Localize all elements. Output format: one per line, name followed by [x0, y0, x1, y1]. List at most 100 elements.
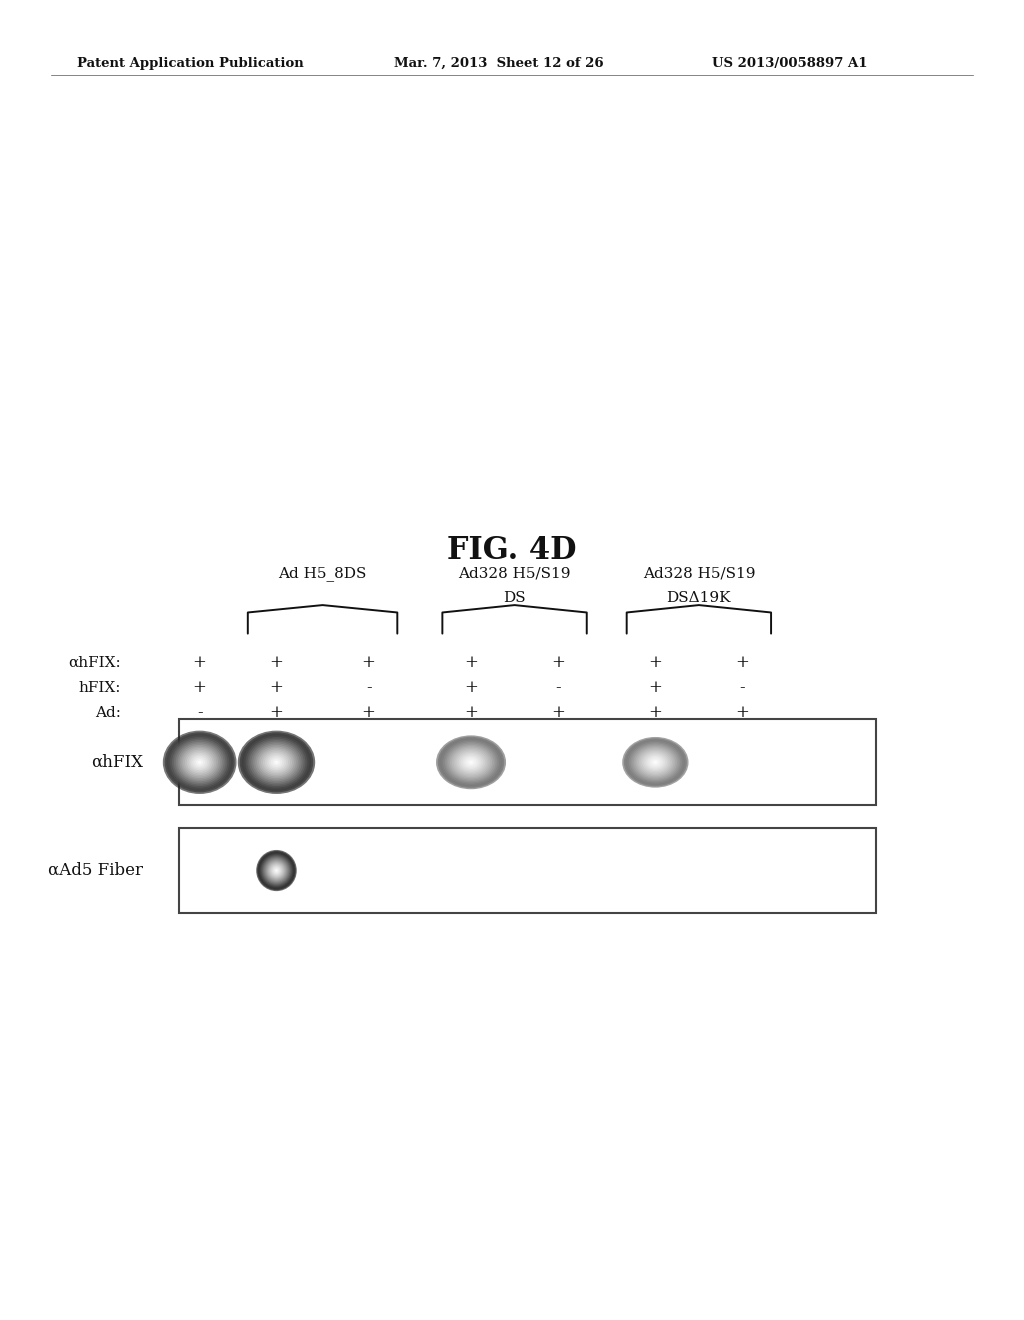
Ellipse shape — [450, 746, 493, 779]
Text: -: - — [197, 705, 203, 721]
Text: Ad H5_8DS: Ad H5_8DS — [279, 566, 367, 581]
Ellipse shape — [257, 851, 296, 890]
Ellipse shape — [443, 741, 499, 784]
Ellipse shape — [198, 760, 202, 764]
Text: -: - — [555, 680, 561, 696]
Ellipse shape — [242, 734, 311, 791]
Ellipse shape — [449, 744, 494, 780]
Ellipse shape — [263, 751, 290, 774]
Ellipse shape — [168, 735, 231, 789]
Text: -: - — [366, 680, 372, 696]
Ellipse shape — [266, 861, 287, 880]
FancyBboxPatch shape — [179, 828, 876, 913]
Text: +: + — [464, 705, 478, 721]
Ellipse shape — [267, 755, 286, 771]
Text: Ad328 H5/S19: Ad328 H5/S19 — [643, 566, 755, 581]
Ellipse shape — [195, 758, 205, 767]
Ellipse shape — [190, 755, 209, 771]
Text: αAd5 Fiber: αAd5 Fiber — [48, 862, 143, 879]
Ellipse shape — [255, 744, 298, 780]
Ellipse shape — [264, 858, 289, 883]
Text: +: + — [193, 680, 207, 696]
Text: +: + — [269, 655, 284, 671]
Ellipse shape — [246, 737, 307, 788]
Ellipse shape — [444, 742, 498, 783]
Ellipse shape — [258, 851, 295, 890]
Ellipse shape — [185, 750, 214, 775]
Ellipse shape — [263, 857, 290, 884]
Ellipse shape — [446, 743, 496, 781]
Text: +: + — [464, 680, 478, 696]
Ellipse shape — [170, 737, 229, 788]
Text: +: + — [269, 705, 284, 721]
Text: αhFIX: αhFIX — [91, 754, 143, 771]
Ellipse shape — [253, 743, 300, 781]
Text: +: + — [648, 705, 663, 721]
Ellipse shape — [268, 862, 285, 879]
Ellipse shape — [193, 756, 207, 768]
Ellipse shape — [179, 744, 220, 780]
Ellipse shape — [265, 859, 288, 882]
Ellipse shape — [642, 752, 669, 772]
Text: US 2013/0058897 A1: US 2013/0058897 A1 — [712, 57, 867, 70]
Text: +: + — [361, 655, 376, 671]
Ellipse shape — [462, 755, 480, 770]
Ellipse shape — [268, 756, 285, 768]
Ellipse shape — [459, 752, 483, 772]
Ellipse shape — [644, 754, 667, 771]
Text: DSΔ19K: DSΔ19K — [667, 590, 731, 605]
Text: +: + — [735, 705, 750, 721]
Ellipse shape — [177, 743, 222, 781]
Ellipse shape — [461, 754, 481, 771]
Text: Ad:: Ad: — [95, 706, 121, 719]
Ellipse shape — [457, 751, 485, 774]
Ellipse shape — [275, 870, 278, 871]
Ellipse shape — [238, 731, 315, 795]
Text: hFIX:: hFIX: — [78, 681, 121, 694]
Ellipse shape — [454, 748, 488, 776]
Ellipse shape — [244, 735, 309, 789]
Ellipse shape — [637, 748, 674, 776]
Ellipse shape — [640, 751, 671, 774]
Ellipse shape — [188, 752, 211, 772]
Ellipse shape — [260, 854, 293, 887]
Ellipse shape — [163, 731, 237, 795]
Ellipse shape — [186, 751, 213, 774]
Ellipse shape — [181, 747, 218, 779]
Text: +: + — [735, 655, 750, 671]
Text: Mar. 7, 2013  Sheet 12 of 26: Mar. 7, 2013 Sheet 12 of 26 — [394, 57, 604, 70]
Text: Ad328 H5/S19: Ad328 H5/S19 — [459, 566, 570, 581]
Ellipse shape — [165, 733, 234, 792]
Ellipse shape — [174, 741, 225, 784]
Ellipse shape — [240, 733, 313, 792]
Ellipse shape — [645, 755, 666, 770]
Ellipse shape — [439, 738, 503, 787]
Text: +: + — [361, 705, 376, 721]
Ellipse shape — [256, 850, 297, 891]
Ellipse shape — [261, 855, 292, 886]
Ellipse shape — [438, 737, 504, 788]
Text: +: + — [648, 655, 663, 671]
Ellipse shape — [464, 756, 478, 768]
Ellipse shape — [652, 760, 658, 764]
Ellipse shape — [627, 741, 684, 784]
Ellipse shape — [623, 737, 688, 788]
Ellipse shape — [626, 739, 685, 785]
Ellipse shape — [259, 748, 294, 776]
Ellipse shape — [248, 739, 305, 787]
Ellipse shape — [196, 759, 204, 766]
Ellipse shape — [251, 742, 302, 783]
Ellipse shape — [649, 758, 662, 767]
Ellipse shape — [452, 747, 490, 777]
Ellipse shape — [469, 760, 473, 764]
Ellipse shape — [634, 746, 677, 779]
Ellipse shape — [271, 866, 282, 875]
Ellipse shape — [650, 759, 660, 766]
Ellipse shape — [269, 863, 284, 878]
Ellipse shape — [636, 747, 675, 777]
Ellipse shape — [262, 857, 291, 884]
Ellipse shape — [176, 742, 223, 783]
Ellipse shape — [456, 750, 486, 775]
Ellipse shape — [441, 739, 501, 785]
Text: +: + — [269, 680, 284, 696]
